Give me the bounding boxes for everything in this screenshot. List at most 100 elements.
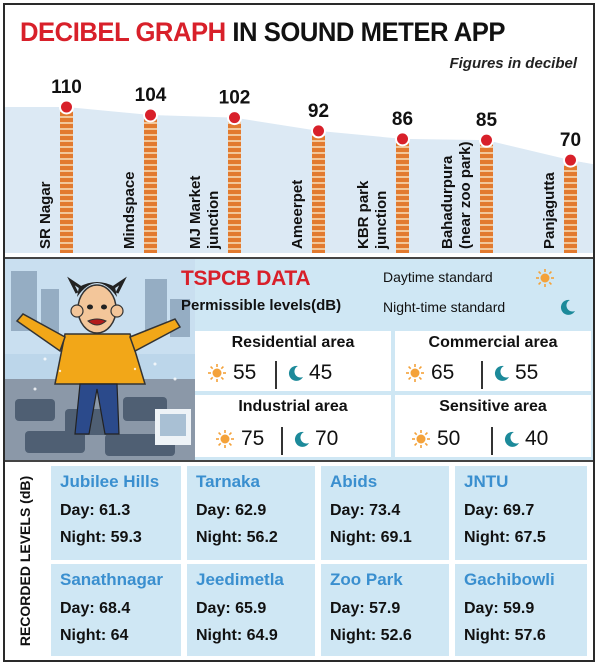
infographic: 110 SR Nagar 104 Mindspace 102 MJ Market junct…: [3, 3, 595, 662]
category-label-3-2: junction: [205, 191, 222, 250]
sensitive-area-cell: Sensitive area 50 40: [395, 395, 591, 457]
permissible-levels-label: Permissible levels(dB): [181, 297, 342, 314]
bar-dot-7: [563, 152, 578, 168]
bar-dot-4: [311, 123, 326, 139]
industrial-night-value: 70: [315, 427, 339, 450]
nighttime-standard-legend: Night-time standard: [383, 299, 505, 315]
residential-night-value: 45: [309, 361, 333, 384]
day-level: Day: 62.9: [196, 502, 267, 519]
bar-2: [144, 114, 157, 253]
commercial-area-cell: Commercial area 65 55: [395, 331, 591, 391]
day-level: Day: 73.4: [330, 502, 401, 519]
value-label-5: 86: [392, 109, 413, 130]
crescent-moon-icon: [504, 431, 519, 447]
category-label-3-1: MJ Market: [187, 176, 204, 249]
sun-icon: [412, 430, 430, 448]
divider: [491, 427, 493, 455]
commercial-area-title: Commercial area: [428, 334, 558, 351]
recorded-levels-side-label: RECORDED LEVELS (dB): [5, 462, 45, 660]
chart-title: DECIBEL GRAPH IN SOUND METER APP: [20, 17, 506, 48]
day-level: Day: 69.7: [464, 502, 535, 519]
residential-day-value: 55: [233, 361, 257, 384]
day-level: Day: 59.9: [464, 600, 535, 617]
category-label-5-2: junction: [373, 191, 390, 250]
location-name: JNTU: [464, 472, 509, 491]
crescent-moon-icon: [288, 365, 303, 381]
location-card-jeedimetla: Jeedimetla Day: 65.9 Night: 64.9: [187, 564, 315, 656]
industrial-area-title: Industrial area: [238, 398, 348, 415]
daytime-standard-label: Daytime standard: [383, 269, 493, 285]
residential-area-cell: Residential area 55 45: [195, 331, 391, 391]
location-card-sanathnagar: Sanathnagar Day: 68.4 Night: 64: [51, 564, 181, 656]
chart-subtitle: Figures in decibel: [449, 55, 577, 72]
sun-icon: [406, 364, 424, 382]
value-label-4: 92: [308, 101, 329, 122]
category-label-2-1: Mindspace: [121, 171, 138, 249]
location-name: Jubilee Hills: [60, 472, 160, 491]
commercial-night-value: 55: [515, 361, 539, 384]
crescent-moon-icon: [560, 299, 575, 315]
night-level: Night: 52.6: [330, 627, 412, 644]
bar-7: [564, 160, 577, 253]
category-label-6-1: Bahadurpura: [439, 155, 456, 249]
location-card-zoo-park: Zoo Park Day: 57.9 Night: 52.6: [321, 564, 449, 656]
value-label-1: 110: [51, 77, 82, 98]
sensitive-night-value: 40: [525, 427, 549, 450]
location-name: Zoo Park: [330, 570, 403, 589]
night-level: Night: 56.2: [196, 529, 278, 546]
night-level: Night: 59.3: [60, 529, 142, 546]
sensitive-day-value: 50: [437, 427, 461, 450]
title-red: DECIBEL GRAPH: [20, 17, 226, 47]
location-name: Gachibowli: [464, 570, 555, 589]
location-card-jntu: JNTU Day: 69.7 Night: 67.5: [455, 466, 587, 560]
bar-dot-3: [227, 110, 242, 126]
value-label-6: 85: [476, 110, 498, 131]
bar-3: [228, 117, 241, 253]
location-card-tarnaka: Tarnaka Day: 62.9 Night: 56.2: [187, 466, 315, 560]
night-level: Night: 69.1: [330, 529, 412, 546]
crescent-moon-icon: [294, 431, 309, 447]
value-label-7: 70: [560, 130, 581, 151]
stressed-man-illustration: [5, 259, 195, 460]
residential-area-title: Residential area: [231, 334, 355, 351]
bar-6: [480, 140, 493, 253]
night-level: Night: 57.6: [464, 627, 546, 644]
sun-icon: [208, 364, 226, 382]
decibel-chart-section: 110 SR Nagar 104 Mindspace 102 MJ Market junct…: [5, 5, 593, 257]
recorded-levels-label: RECORDED LEVELS (dB): [17, 475, 33, 647]
divider: [481, 361, 483, 389]
bar-1: [60, 107, 73, 253]
location-name: Tarnaka: [196, 472, 260, 491]
category-label-4-1: Ameerpet: [289, 180, 306, 249]
value-label-2: 104: [135, 85, 167, 106]
value-label-3: 102: [219, 88, 251, 109]
location-name: Sanathnagar: [60, 570, 163, 589]
sensitive-area-title: Sensitive area: [439, 398, 547, 415]
location-card-jubilee-hills: Jubilee Hills Day: 61.3 Night: 59.3: [51, 466, 181, 560]
day-level: Day: 65.9: [196, 600, 267, 617]
bar-dot-1: [59, 99, 74, 115]
location-name: Jeedimetla: [196, 570, 284, 589]
night-level: Night: 64: [60, 627, 129, 644]
divider: [281, 427, 283, 455]
day-level: Day: 57.9: [330, 600, 401, 617]
location-name: Abids: [330, 472, 378, 491]
bar-dot-2: [143, 107, 158, 123]
bar-dot-5: [395, 131, 410, 147]
sun-icon: [216, 430, 234, 448]
category-label-7-1: Panjagutta: [541, 172, 558, 249]
tspcb-section: TSPCB DATA Permissible levels(dB) Daytim…: [5, 257, 593, 462]
crescent-moon-icon: [494, 365, 509, 381]
sun-icon: [536, 269, 554, 287]
location-card-gachibowli: Gachibowli Day: 59.9 Night: 57.6: [455, 564, 587, 656]
nighttime-standard-label: Night-time standard: [383, 299, 506, 315]
day-level: Day: 68.4: [60, 600, 131, 617]
daytime-standard-legend: Daytime standard: [383, 269, 493, 285]
day-level: Day: 61.3: [60, 502, 131, 519]
location-card-abids: Abids Day: 73.4 Night: 69.1: [321, 466, 449, 560]
category-label-6-2: (near zoo park): [457, 141, 474, 249]
industrial-area-cell: Industrial area 75 70: [195, 395, 391, 457]
bar-5: [396, 138, 409, 253]
category-label-5-1: KBR park: [355, 180, 372, 249]
